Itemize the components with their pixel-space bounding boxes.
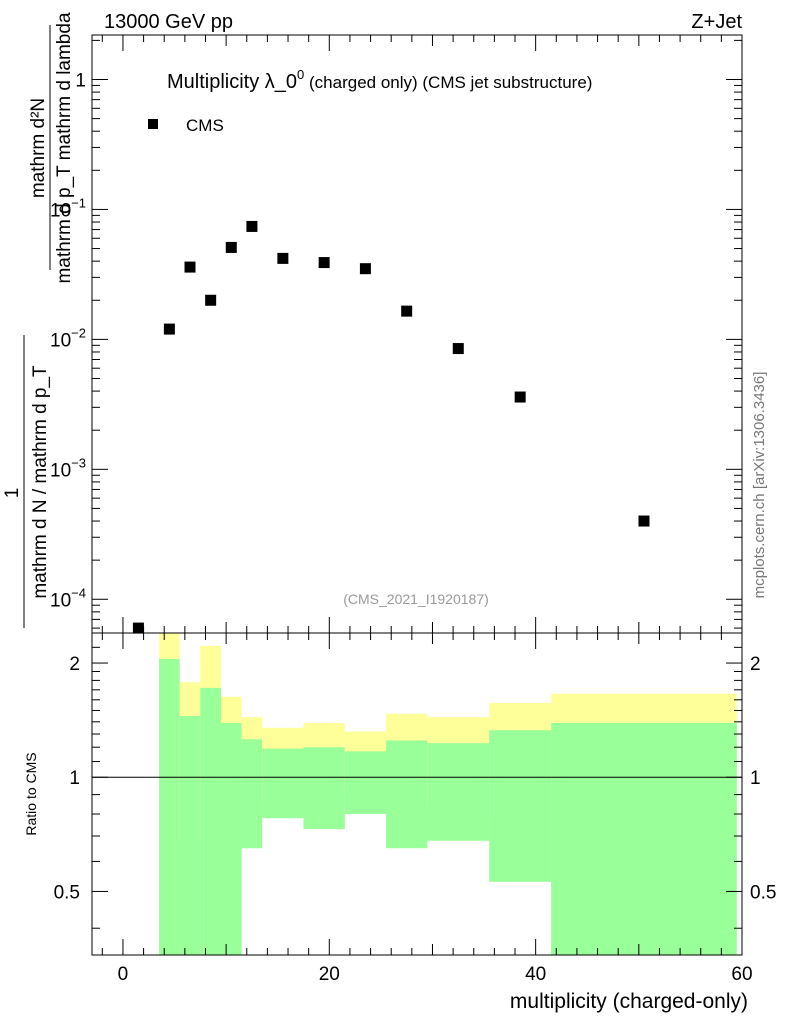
- ratio-band-inner: [159, 658, 180, 955]
- data-point-cms: [163, 323, 175, 335]
- title-rest: (charged only) (CMS jet substructure): [304, 73, 592, 92]
- data-point-cms: [638, 515, 650, 527]
- ratio-band-inner: [551, 722, 737, 955]
- chart-title: Multiplicity λ_00 (charged only) (CMS je…: [167, 67, 592, 93]
- ylabel-bottom: mathrm d p_T mathrm d lambda: [54, 12, 75, 283]
- ratio-band-inner: [179, 716, 201, 955]
- data-point-cms: [225, 241, 237, 253]
- y-tick-exponent: −2: [71, 325, 86, 340]
- y-tick-base: 10: [50, 330, 71, 351]
- ratio-tick-label: 2: [69, 654, 80, 675]
- ratio-band-inner: [220, 722, 242, 955]
- y-tick-label: 10−2: [50, 325, 86, 351]
- data-point-cms: [514, 391, 526, 403]
- legend-marker-cms: [148, 119, 158, 129]
- data-point-cms: [277, 252, 289, 264]
- data-point-cms: [184, 261, 196, 273]
- ratio-y-label: Ratio to CMS: [23, 752, 39, 835]
- data-point-cms: [132, 622, 144, 634]
- data-point-cms: [246, 220, 258, 232]
- ratio-band-inner: [386, 740, 428, 849]
- data-point-cms: [452, 343, 464, 355]
- header-left: 13000 GeV pp: [104, 11, 233, 33]
- x-axis: 0 20 40 60: [101, 35, 753, 985]
- ylabel-lower-numerator: 1: [2, 488, 23, 499]
- y-tick-label: 10−1: [50, 195, 86, 221]
- legend-label-cms: CMS: [186, 116, 224, 135]
- analysis-watermark: (CMS_2021_I1920187): [343, 591, 489, 607]
- y-tick-label: 10−4: [50, 585, 86, 611]
- ylabel-top: mathrm d²N: [28, 98, 49, 198]
- title-main: Multiplicity λ_0: [167, 71, 297, 93]
- y-tick-exponent: −4: [71, 585, 86, 600]
- main-y-axis: 110−110−210−310−4: [50, 39, 742, 629]
- x-tick-label: 0: [118, 964, 129, 985]
- data-point-cms: [401, 305, 413, 317]
- ratio-band-inner: [303, 747, 345, 830]
- ylabel-lower-denominator: mathrm d N / mathrm d p_T: [30, 365, 51, 599]
- x-axis-label: multiplicity (charged-only): [510, 990, 748, 1013]
- ratio-band-inner: [427, 743, 490, 841]
- ratio-tick-label: 0.5: [54, 882, 80, 903]
- title-superscript: 0: [297, 67, 304, 82]
- ratio-bands: [159, 633, 737, 955]
- y-tick-label: 10−3: [50, 455, 86, 481]
- data-point-cms: [359, 263, 371, 275]
- y-tick-label: 1: [75, 70, 86, 91]
- ratio-band-inner: [200, 687, 221, 955]
- ratio-tick-label: 1: [69, 768, 80, 789]
- data-point-cms: [205, 294, 217, 306]
- data-points: [132, 220, 650, 634]
- y-tick-exponent: −1: [71, 195, 86, 210]
- ratio-band-inner: [262, 748, 304, 819]
- main-y-label: mathrm d²N mathrm d p_T mathrm d lambda …: [2, 12, 75, 628]
- y-tick-base: 10: [50, 590, 71, 611]
- ratio-tick-label-right: 2: [750, 654, 761, 675]
- ratio-panel-frame: [91, 632, 743, 956]
- y-tick-exponent: −3: [71, 455, 86, 470]
- ratio-tick-label-right: 1: [750, 768, 761, 789]
- ratio-tick-label-right: 0.5: [750, 882, 776, 903]
- x-tick-label: 60: [731, 964, 752, 985]
- header-right: Z+Jet: [691, 11, 742, 33]
- x-tick-label: 20: [319, 964, 340, 985]
- y-tick-base: 10: [50, 200, 71, 221]
- ratio-y-axis: 0.5 0.5 1 1 2 2: [54, 646, 776, 929]
- ratio-band-inner: [344, 751, 387, 815]
- data-point-cms: [318, 257, 330, 269]
- ratio-band-inner: [241, 739, 263, 849]
- x-tick-label: 40: [525, 964, 546, 985]
- ratio-band-inner: [489, 730, 552, 882]
- y-tick-base: 10: [50, 460, 71, 481]
- side-label: mcplots.cern.ch [arXiv:1306.3436]: [751, 372, 768, 599]
